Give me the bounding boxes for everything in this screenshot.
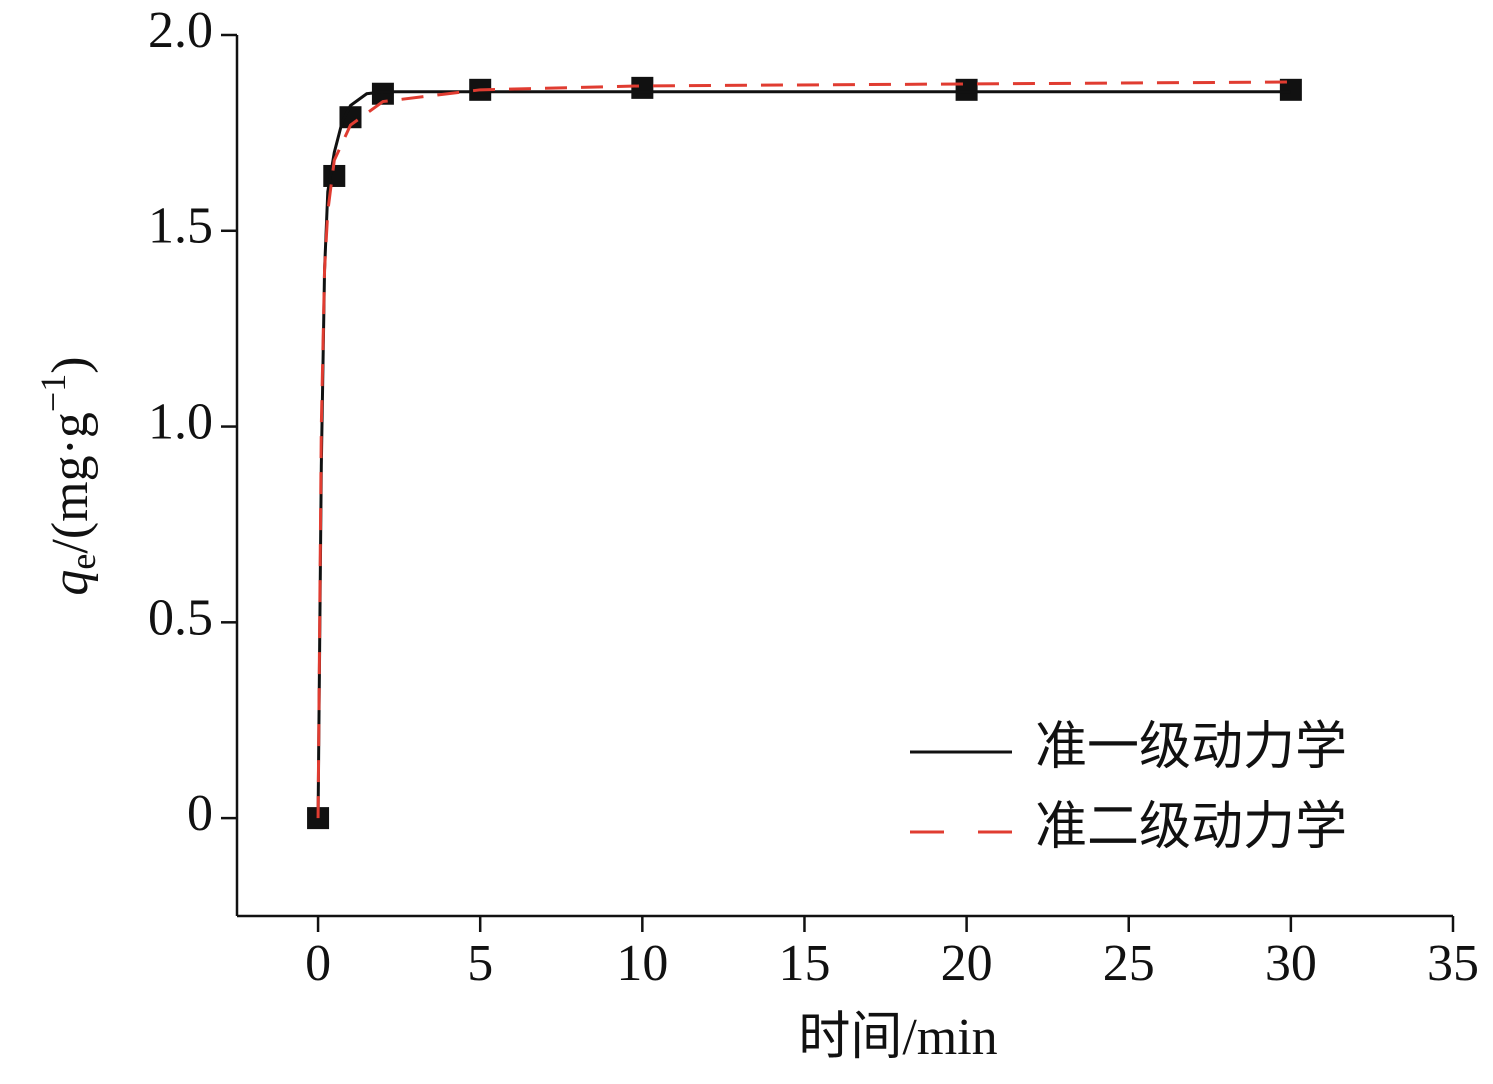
y-label-part: /(mg·g <box>42 412 99 554</box>
x-tick-label: 0 <box>305 935 331 992</box>
x-tick-label: 30 <box>1265 935 1317 992</box>
x-tick-label: 5 <box>467 935 493 992</box>
legend-label: 准二级动力学 <box>1035 799 1347 856</box>
y-axis-label: qe/(mg·g−1) <box>33 356 103 595</box>
x-axis-label: 时间/min <box>798 1009 997 1066</box>
x-tick-label: 20 <box>941 935 993 992</box>
y-label-part: ) <box>42 356 99 373</box>
y-label-part: e <box>63 554 103 570</box>
y-tick-label: 0.5 <box>148 589 213 646</box>
data-point <box>371 82 394 105</box>
x-tick-label: 10 <box>616 935 668 992</box>
y-tick-label: 0 <box>187 785 213 842</box>
legend-label: 准一级动力学 <box>1035 719 1347 776</box>
y-tick-label: 1.5 <box>148 198 213 255</box>
data-point <box>955 78 978 101</box>
y-tick-label: 1.0 <box>148 393 213 450</box>
fit-line <box>316 80 1291 819</box>
data-point <box>631 76 654 99</box>
y-label-part: −1 <box>33 374 73 412</box>
x-tick-label: 25 <box>1103 935 1155 992</box>
fit-line <box>316 90 1291 819</box>
y-tick-label: 2.0 <box>148 2 213 59</box>
x-tick-label: 35 <box>1427 935 1479 992</box>
y-label-part: q <box>42 570 99 596</box>
x-tick-label: 15 <box>778 935 830 992</box>
data-point <box>1279 78 1302 101</box>
